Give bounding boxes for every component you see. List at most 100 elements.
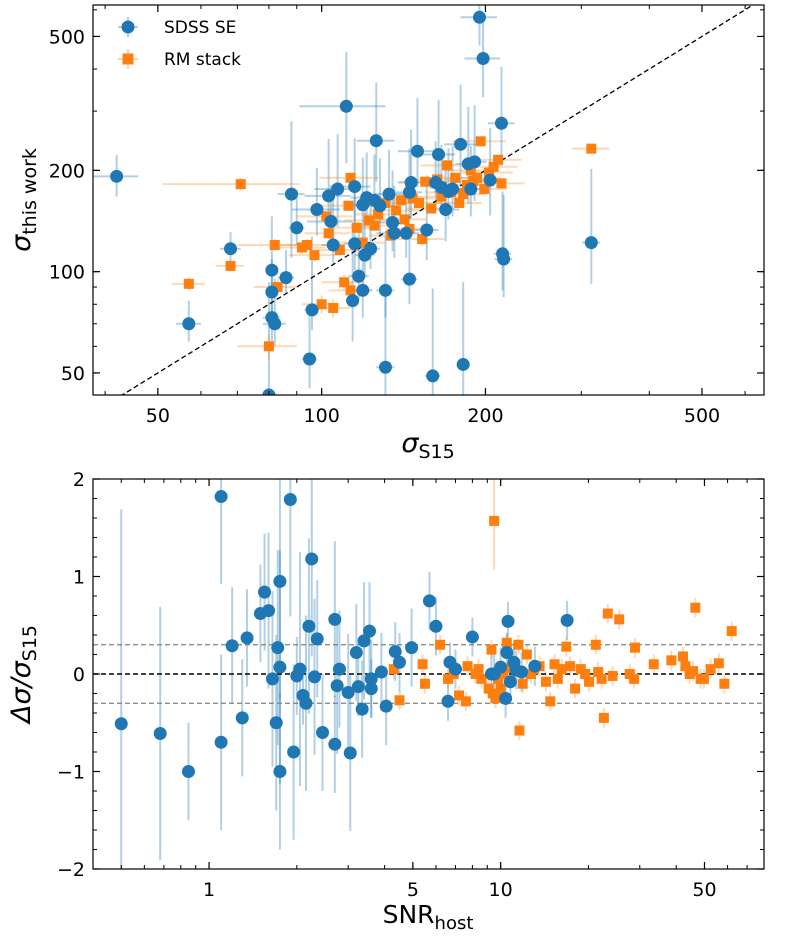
top-axes-frame [92, 4, 765, 396]
rm-stack-point [225, 260, 236, 271]
rm-stack-residual-point [570, 683, 581, 694]
rm-stack-residual-point [648, 659, 659, 670]
sdss-se-point [268, 317, 282, 331]
rm-stack-point [369, 220, 380, 231]
rm-stack-point [496, 178, 507, 189]
sdss-se-point [378, 283, 392, 297]
rm-stack-residual-point [388, 664, 399, 675]
sdss-se-residual-point [343, 746, 357, 760]
rm-stack-point [417, 234, 428, 245]
sdss-se-residual-point [364, 672, 378, 686]
rm-stack-residual-point [540, 676, 551, 687]
y-tick-label: −1 [57, 762, 85, 784]
sdss-se-residual-point [515, 665, 529, 679]
sdss-se-point [303, 352, 317, 366]
sdss-se-residual-markers [114, 490, 574, 778]
rm-stack-residual-point [666, 655, 677, 666]
sdss-se-residual-point [501, 614, 515, 628]
rm-stack-residual-point [698, 673, 709, 684]
sdss-se-residual-point [364, 682, 378, 696]
sdss-se-residual-point [494, 660, 508, 674]
rm-stack-point [272, 282, 283, 293]
legend-sdss-marker [121, 20, 135, 34]
y-tick-label: 50 [61, 363, 85, 385]
bottom-ticks: 1 5 10 50 −2 −1 0 1 2 [57, 469, 764, 901]
rm-stack-residual-point [521, 649, 532, 660]
y-tick-label: 1 [73, 567, 85, 589]
sdss-se-residual-point [299, 696, 313, 710]
sdss-se-point [331, 182, 345, 196]
sdss-se-point [310, 203, 324, 217]
x-tick-label: 50 [146, 405, 170, 427]
sdss-se-point [364, 242, 378, 256]
sdss-se-residual-point [283, 492, 297, 506]
rm-stack-residual-point [614, 614, 625, 625]
sdss-se-point [326, 238, 340, 252]
rm-stack-residual-point [629, 673, 640, 684]
sdss-se-point [494, 116, 508, 130]
bottom-y-axis-label: Δσ/σS15 [6, 625, 41, 725]
x-tick-label: 50 [692, 879, 716, 901]
sdss-se-point [399, 226, 413, 240]
sdss-se-point [373, 199, 387, 213]
sdss-se-residual-point [153, 726, 167, 740]
rm-stack-point [458, 189, 469, 200]
sdss-se-point [410, 144, 424, 158]
sdss-se-point [322, 189, 336, 203]
sdss-se-point [110, 169, 124, 183]
sdss-se-point [348, 180, 362, 194]
sdss-se-residual-point [269, 716, 283, 730]
legend-rm-marker [122, 53, 134, 65]
sdss-se-residual-point [240, 631, 254, 645]
rm-stack-residual-point [462, 661, 473, 672]
top-x-axis-label: σS15 [401, 428, 454, 463]
rm-stack-residual-point [726, 626, 737, 637]
rm-stack-residual-point [417, 659, 428, 670]
sdss-se-point [464, 182, 478, 196]
sdss-se-point [265, 263, 279, 277]
rm-stack-residual-point [561, 641, 572, 652]
sdss-se-point [279, 271, 293, 285]
rm-stack-point [465, 165, 476, 176]
rm-stack-residual-point [517, 678, 528, 689]
rm-stack-residual-point [552, 673, 563, 684]
sdss-se-residual-point [214, 490, 228, 504]
sdss-se-point [290, 221, 304, 235]
rm-stack-point [450, 172, 461, 183]
sdss-se-point [426, 369, 440, 383]
sdss-se-residual-point [265, 672, 279, 686]
y-tick-label: 200 [49, 160, 85, 182]
x-tick-label: 10 [489, 879, 513, 901]
sdss-se-point [456, 357, 470, 371]
rm-stack-point [269, 240, 280, 251]
rm-stack-residual-point [473, 664, 484, 675]
rm-stack-point [235, 179, 246, 190]
sdss-se-point [420, 223, 434, 237]
y-tick-label: 2 [73, 469, 85, 491]
rm-stack-residual-point [495, 683, 506, 694]
sdss-se-point [356, 283, 370, 297]
rm-stack-point [345, 285, 356, 296]
x-tick-label: 100 [304, 405, 340, 427]
sdss-se-residual-point [503, 675, 517, 689]
sdss-se-point [387, 226, 401, 240]
bottom-x-axis-label: SNRhost [383, 900, 474, 934]
sdss-se-point [483, 173, 497, 187]
sdss-se-point [284, 187, 298, 201]
rm-stack-point [343, 200, 354, 211]
sdss-se-point [265, 285, 279, 299]
sdss-se-point [404, 176, 418, 190]
y-tick-label: 100 [49, 262, 85, 284]
rm-stack-residual-point [489, 515, 500, 526]
rm-stack-point [454, 197, 465, 208]
sdss-se-residual-point [310, 632, 324, 646]
sdss-se-point [468, 155, 482, 169]
sdss-se-residual-point [341, 686, 355, 700]
rm-stack-residual-point [584, 676, 595, 687]
y-tick-label: −2 [57, 859, 85, 881]
rm-stack-residual-point [513, 639, 524, 650]
rm-stack-point [351, 222, 362, 233]
y-tick-label: 500 [49, 26, 85, 48]
